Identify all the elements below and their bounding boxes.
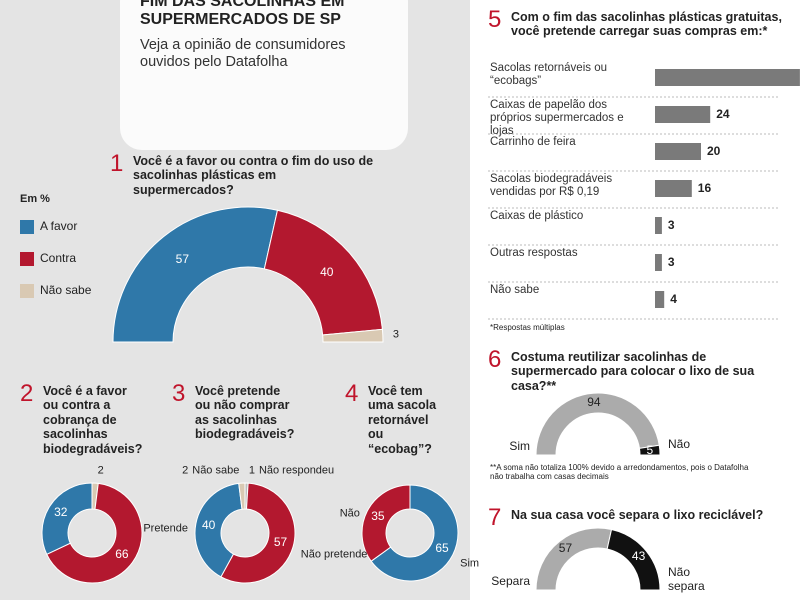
value-label: 57 <box>273 535 288 550</box>
value-label: 2 <box>97 464 104 477</box>
question: Na sua casa você separa o lixo recicláve… <box>511 508 764 522</box>
value-label: 3 <box>392 328 399 341</box>
value-label: 57 <box>175 252 190 267</box>
slice <box>361 484 411 562</box>
legend-label: A favor <box>40 219 78 233</box>
value-label: 4 <box>670 292 677 307</box>
question-number: 3 <box>172 380 186 407</box>
question-number: 1 <box>110 150 124 177</box>
category-label: Não <box>668 437 691 452</box>
slice <box>638 444 661 456</box>
slice <box>606 528 661 591</box>
category-label: Não sabe <box>192 464 240 477</box>
slice <box>322 328 384 343</box>
value-label: 24 <box>716 107 730 122</box>
slice <box>194 482 243 578</box>
category-label: Caixas de plástico <box>490 210 584 222</box>
category-label: Sacolas biodegradáveis vendidas por R$ 0… <box>490 173 613 199</box>
bar <box>655 106 711 123</box>
question: Costuma reutilizar sacolinhas de superme… <box>511 350 755 393</box>
value-label: 20 <box>707 144 721 159</box>
question-number: 2 <box>20 380 34 407</box>
question: Você pretende ou não comprar as sacolinh… <box>195 384 295 442</box>
value-label: 65 <box>435 541 449 556</box>
bar <box>655 254 662 271</box>
category-label: Sacolas retornáveis ou “ecobags” <box>490 62 607 88</box>
question-number: 5 <box>488 6 502 33</box>
category-label: Não pretende <box>300 548 368 561</box>
value-label: 16 <box>697 181 712 196</box>
category-label: Não <box>339 508 360 521</box>
legend-label: Contra <box>40 251 77 265</box>
footnote: *Respostas múltiplas <box>490 323 565 332</box>
question-number: 6 <box>488 346 502 373</box>
legend-swatch <box>20 252 34 266</box>
legend-title: Em % <box>20 193 50 205</box>
value-label: 2 <box>182 464 189 477</box>
bag-handle-area <box>120 0 408 150</box>
slice <box>370 484 459 582</box>
slice-label: 3 <box>393 329 399 342</box>
bar <box>655 291 665 308</box>
legend-label: Não sabe <box>40 283 92 297</box>
category-label: Separa <box>491 574 530 589</box>
slice <box>238 482 246 510</box>
slice <box>535 392 660 456</box>
category-label: Não sabe <box>490 284 540 296</box>
category-label: Sim <box>460 557 480 570</box>
slice-label: 1 Não respondeu <box>249 465 334 478</box>
value-label: 57 <box>558 541 573 556</box>
question: Você tem uma sacola retornável ou “ecoba… <box>368 384 437 456</box>
legend-swatch <box>20 220 34 234</box>
bar <box>655 143 701 160</box>
value-label: 3 <box>667 218 675 233</box>
value-label: 94 <box>587 395 601 410</box>
slice-label: 2 Não sabe <box>182 465 239 478</box>
category-label: Pretende <box>143 522 188 535</box>
slice <box>41 482 93 555</box>
slice <box>112 206 279 343</box>
slice <box>220 482 296 584</box>
category-label: Carrinho de feira <box>490 136 576 148</box>
value-label: 43 <box>631 549 646 564</box>
bar <box>655 217 662 234</box>
value-label: 40 <box>201 518 216 533</box>
question: Com o fim das sacolinhas plásticas gratu… <box>511 10 782 39</box>
question-number: 7 <box>488 504 502 531</box>
title: FIM DAS SACOLINHAS EM SUPERMERCADOS DE S… <box>140 0 345 29</box>
question: Você é a favor ou contra a cobrança de s… <box>43 384 143 456</box>
category-label: Não separa <box>668 565 705 593</box>
category-label: Caixas de papelão dos próprios supermerc… <box>490 99 624 138</box>
question: Você é a favor ou contra o fim do uso de… <box>133 154 374 197</box>
legend-swatch <box>20 284 34 298</box>
bar <box>655 180 692 197</box>
value-label: 32 <box>54 505 68 520</box>
value-label: 5 <box>646 442 654 457</box>
subtitle: Veja a opinião de consumidores ouvidos p… <box>140 37 346 70</box>
slice <box>535 527 613 591</box>
category-label: Outras respostas <box>490 247 578 259</box>
value-label: 1 <box>248 464 255 477</box>
category-label: Sim <box>509 439 530 454</box>
value-label: 66 <box>115 546 129 561</box>
bar <box>655 69 800 86</box>
category-label: Não respondeu <box>258 464 335 477</box>
slice <box>46 482 143 584</box>
footnote: **A soma não totaliza 100% devido a arre… <box>490 463 749 482</box>
value-label: 35 <box>371 508 385 523</box>
question-number: 4 <box>345 380 359 407</box>
value-label: 3 <box>667 255 675 270</box>
slice-label: 2 <box>98 465 104 478</box>
value-label: 40 <box>320 264 334 279</box>
